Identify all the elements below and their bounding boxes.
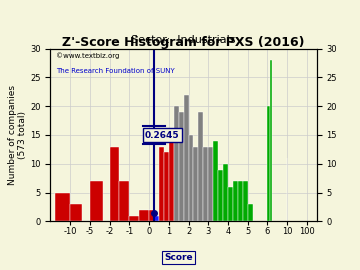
Bar: [193, 147, 198, 221]
Bar: [179, 112, 184, 221]
Bar: [233, 181, 238, 221]
Bar: [270, 60, 273, 221]
Bar: [267, 106, 270, 221]
Bar: [213, 141, 218, 221]
Bar: [149, 210, 154, 221]
Bar: [169, 129, 174, 221]
Bar: [208, 147, 213, 221]
Title: Z'-Score Histogram for PXS (2016): Z'-Score Histogram for PXS (2016): [62, 36, 305, 49]
Bar: [184, 95, 189, 221]
Y-axis label: Number of companies
(573 total): Number of companies (573 total): [8, 85, 27, 185]
Text: ©www.textbiz.org: ©www.textbiz.org: [56, 52, 119, 59]
Bar: [70, 204, 82, 221]
Bar: [109, 147, 120, 221]
Bar: [189, 135, 193, 221]
Text: The Research Foundation of SUNY: The Research Foundation of SUNY: [56, 68, 175, 74]
Bar: [120, 181, 129, 221]
Bar: [139, 210, 149, 221]
Bar: [154, 216, 159, 221]
Bar: [203, 147, 208, 221]
Bar: [90, 181, 103, 221]
Bar: [129, 216, 139, 221]
Bar: [198, 112, 203, 221]
Text: Sector:  Industrials: Sector: Industrials: [131, 35, 236, 45]
Bar: [55, 193, 70, 221]
Bar: [218, 170, 223, 221]
Text: Score: Score: [165, 253, 193, 262]
Bar: [159, 147, 164, 221]
Bar: [228, 187, 233, 221]
Bar: [164, 152, 169, 221]
Bar: [174, 106, 179, 221]
Bar: [248, 204, 253, 221]
Bar: [243, 181, 248, 221]
Bar: [223, 164, 228, 221]
Text: 0.2645: 0.2645: [145, 130, 180, 140]
Bar: [238, 181, 243, 221]
